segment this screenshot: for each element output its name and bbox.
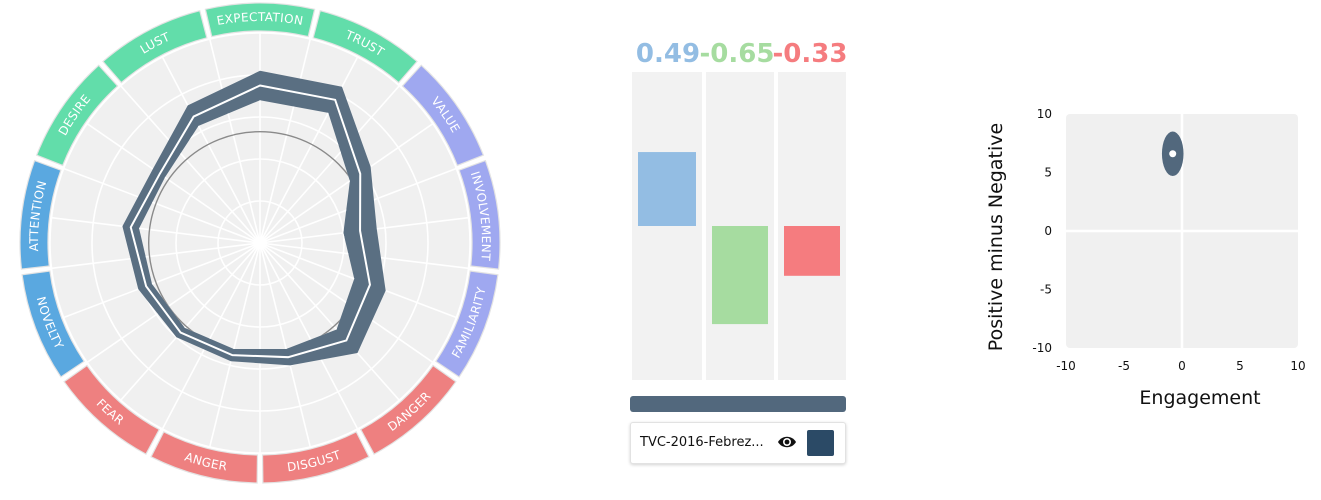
scatter-x-tick-label: -10 — [1056, 359, 1076, 373]
bar-value-label: -0.65 — [700, 39, 775, 69]
legend-item[interactable]: TVC-2016-Febrez... — [630, 422, 846, 464]
legend-bar — [630, 396, 846, 412]
legend-color-swatch[interactable] — [807, 430, 834, 456]
bar — [784, 226, 840, 276]
radar-series-line — [129, 84, 371, 359]
scatter-x-tick-label: 5 — [1236, 359, 1244, 373]
scatter-y-tick-label: 10 — [1037, 107, 1052, 121]
radar-band-lower — [139, 100, 355, 350]
scatter-y-tick-label: 5 — [1044, 166, 1052, 180]
scatter-x-tick-label: 0 — [1178, 359, 1186, 373]
eye-icon[interactable] — [777, 432, 797, 452]
radar-category-segment — [359, 364, 457, 455]
radar-category-segment — [435, 270, 499, 378]
scatter-x-tick-label: -5 — [1118, 359, 1130, 373]
radar-inner-grid — [139, 100, 355, 350]
scatter-y-tick-label: -5 — [1040, 283, 1052, 297]
radar-category-segment — [21, 270, 85, 378]
radar-category-segment — [63, 364, 161, 455]
radar-category-label: EXPECTATION — [216, 10, 305, 28]
bar-value-label: -0.33 — [773, 39, 848, 69]
radar-category-segment — [204, 2, 316, 38]
radar-category-segment — [150, 431, 259, 484]
radar-category-segment — [102, 9, 208, 84]
scatter-y-tick-label: -10 — [1032, 341, 1052, 355]
radar-category-segment — [19, 159, 62, 270]
scatter-y-tick-label: 0 — [1044, 224, 1052, 238]
scatter-x-axis-title: Engagement — [1139, 387, 1260, 409]
bar — [712, 226, 768, 325]
bar — [638, 152, 696, 226]
scatter-x-tick-label: 10 — [1290, 359, 1305, 373]
scatter-chart: -10 -5 0 5 10 10 5 0 -5 -10 Engagement Positive min… — [985, 107, 1306, 409]
scatter-point — [1169, 150, 1177, 158]
radar-category-segment — [261, 431, 370, 484]
scatter-y-axis-title: Positive minus Negative — [985, 123, 1007, 351]
radar-category-segment — [458, 159, 501, 270]
radar-category-segment — [35, 64, 119, 167]
radar-category-segment — [312, 9, 418, 84]
bar-chart: 0.49 -0.65-0.33 — [632, 39, 848, 380]
radar-category-segment — [401, 64, 485, 167]
bar-value-label: 0.49 — [636, 39, 700, 69]
radar-chart: EXPECTATIONTRUSTVALUEINVOLVEMENTFAMILIAR… — [19, 2, 501, 484]
legend-item-label: TVC-2016-Febrez... — [640, 435, 764, 450]
